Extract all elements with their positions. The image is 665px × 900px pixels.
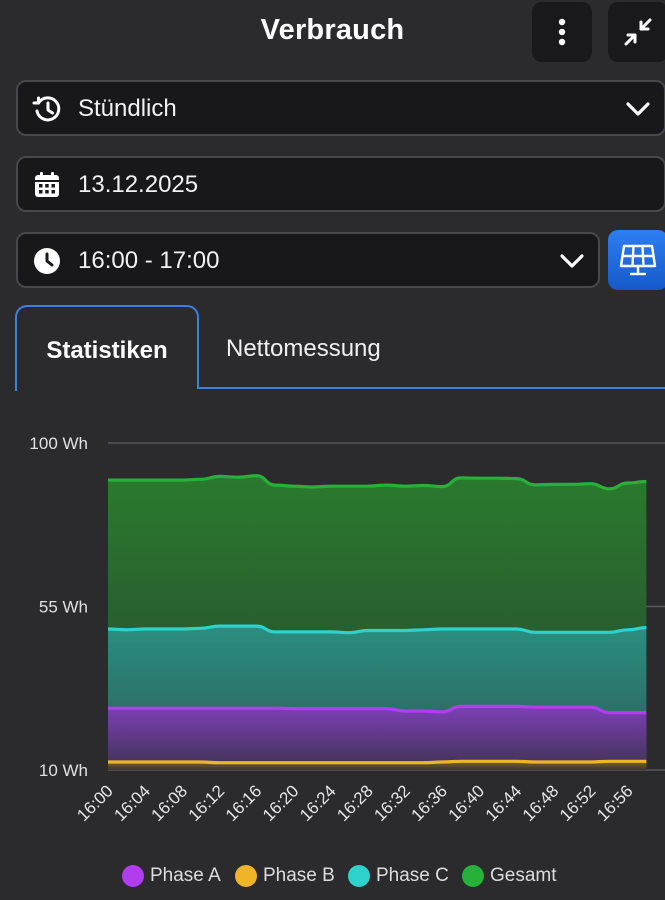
legend-item-phase-c[interactable]: Phase C <box>348 862 449 890</box>
x-tick-label: 16:20 <box>259 781 303 825</box>
y-tick-label: 100 Wh <box>29 434 88 453</box>
x-tick-label: 16:08 <box>148 781 192 825</box>
tab-nettomessung[interactable]: Nettomessung <box>226 335 381 362</box>
page-title: Verbrauch <box>260 14 405 46</box>
x-tick-label: 16:48 <box>519 781 563 825</box>
tab-edge <box>15 387 17 391</box>
legend-item-phase-b[interactable]: Phase B <box>235 862 335 890</box>
x-tick-label: 16:36 <box>408 781 452 825</box>
tab-statistiken-label: Statistiken <box>46 337 168 364</box>
calendar-icon <box>35 172 59 197</box>
legend-item-phase-a[interactable]: Phase A <box>122 862 221 890</box>
chart-legend: Phase A Phase B Phase C Gesamt <box>0 862 665 890</box>
solar-button[interactable] <box>608 230 665 290</box>
tab-bar: Statistiken Nettomessung <box>0 305 665 391</box>
clock-icon <box>34 248 60 274</box>
chevron-down-icon <box>626 102 650 116</box>
x-tick-label: 16:00 <box>73 781 117 825</box>
x-tick-label: 16:44 <box>482 781 526 825</box>
time-value: 16:00 - 17:00 <box>78 247 220 274</box>
chevron-down-icon <box>560 254 584 268</box>
date-value: 13.12.2025 <box>78 171 199 198</box>
legend-label: Phase C <box>376 865 449 886</box>
collapse-arrows-icon <box>624 18 652 46</box>
legend-item-gesamt[interactable]: Gesamt <box>462 862 557 890</box>
series-line-gesamt <box>107 474 647 491</box>
x-tick-label: 16:24 <box>296 781 340 825</box>
legend-label: Phase A <box>150 865 221 886</box>
x-tick-label: 16:32 <box>370 781 414 825</box>
legend-label: Phase B <box>263 865 335 886</box>
solar-panel-icon <box>619 244 657 276</box>
series-line-phase-c <box>107 624 647 635</box>
collapse-button[interactable] <box>608 2 665 62</box>
date-field[interactable]: 13.12.2025 <box>16 156 665 212</box>
more-vertical-icon <box>558 18 566 46</box>
x-tick-label: 16:04 <box>110 781 154 825</box>
series-line-phase-a <box>108 704 647 715</box>
tab-statistiken[interactable]: Statistiken <box>15 305 199 389</box>
x-tick-label: 16:28 <box>333 781 377 825</box>
series-area-phase-a <box>108 706 647 770</box>
y-tick-label: 55 Wh <box>39 598 88 617</box>
legend-dot <box>235 865 257 887</box>
header: Verbrauch <box>0 0 665 66</box>
time-select[interactable]: 16:00 - 17:00 <box>16 232 600 288</box>
x-tick-label: 16:16 <box>222 781 266 825</box>
x-tick-label: 16:40 <box>445 781 489 825</box>
y-tick-label: 10 Wh <box>39 761 88 780</box>
series-line-phase-b <box>108 759 647 765</box>
legend-dot <box>348 865 370 887</box>
interval-value: Stündlich <box>78 95 177 122</box>
tab-divider <box>198 387 665 389</box>
interval-select[interactable]: Stündlich <box>16 80 665 136</box>
x-tick-label: 16:12 <box>185 781 229 825</box>
menu-button[interactable] <box>532 2 592 62</box>
legend-dot <box>462 865 484 887</box>
legend-dot <box>122 865 144 887</box>
x-tick-label: 16:52 <box>556 781 600 825</box>
legend-label: Gesamt <box>490 865 557 886</box>
x-tick-label: 16:56 <box>593 781 637 825</box>
history-icon <box>32 96 61 122</box>
